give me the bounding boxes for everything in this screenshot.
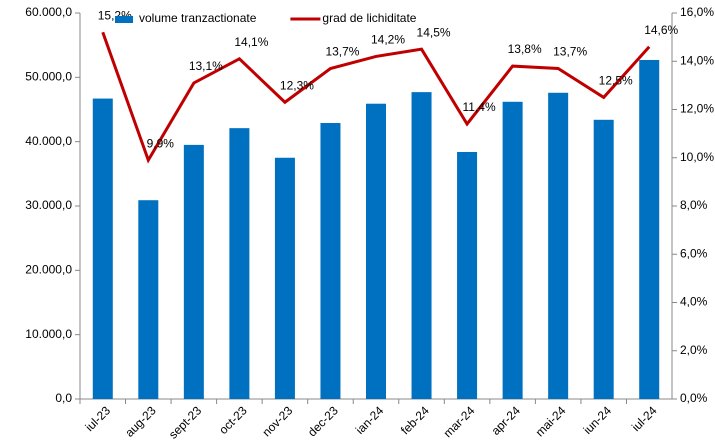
y-tick-label: 30.000,0 — [25, 198, 72, 212]
y2-tick-label: 8,0% — [680, 198, 708, 212]
y-tick-label: 0,0 — [55, 391, 72, 405]
x-tick-label: dec-23 — [305, 403, 341, 439]
bar — [593, 119, 614, 399]
data-label: 9,9% — [147, 136, 175, 150]
x-tick-label: mar-24 — [441, 403, 478, 440]
y2-tick-label: 16,0% — [680, 5, 714, 19]
y2-tick-label: 10,0% — [680, 150, 714, 164]
bar — [274, 157, 295, 399]
x-tick-label: mai-24 — [533, 403, 569, 439]
x-tick-label: iul-24 — [629, 403, 660, 434]
x-tick-label: iun-24 — [581, 403, 615, 437]
x-tick-label: aug-23 — [122, 403, 159, 440]
legend-label: grad de lichiditate — [322, 11, 416, 25]
y2-tick-label: 4,0% — [680, 295, 708, 309]
bar — [502, 101, 523, 399]
y-tick-label: 10.000,0 — [25, 327, 72, 341]
y2-tick-label: 12,0% — [680, 102, 714, 116]
x-tick-label: oct-23 — [216, 403, 250, 437]
data-label: 13,1% — [189, 59, 223, 73]
data-label: 14,5% — [417, 25, 451, 39]
legend-swatch — [115, 16, 133, 23]
x-tick-label: sept-23 — [166, 403, 204, 441]
x-tick-label: iul-23 — [82, 403, 113, 434]
data-label: 14,1% — [234, 35, 268, 49]
bar — [457, 151, 478, 399]
y-tick-label: 40.000,0 — [25, 134, 72, 148]
y2-tick-label: 0,0% — [680, 391, 708, 405]
y-tick-label: 50.000,0 — [25, 70, 72, 84]
bar — [411, 92, 432, 399]
bar — [548, 92, 569, 400]
y2-tick-label: 14,0% — [680, 53, 714, 67]
data-label: 14,2% — [371, 33, 405, 47]
data-label: 12,5% — [599, 74, 633, 88]
bar — [138, 200, 159, 399]
data-label: 13,7% — [325, 45, 359, 59]
data-label: 13,8% — [508, 42, 542, 56]
x-tick-label: apr-24 — [489, 403, 524, 438]
line — [101, 31, 651, 164]
y2-tick-label: 2,0% — [680, 343, 708, 357]
bar — [92, 98, 113, 400]
data-label: 12,3% — [280, 78, 314, 92]
data-label: 13,7% — [553, 45, 587, 59]
data-label: 14,6% — [644, 23, 678, 37]
x-tick-label: ian-24 — [353, 403, 387, 437]
bar — [183, 144, 204, 399]
x-tick-label: feb-24 — [398, 403, 432, 437]
data-label: 11,4% — [463, 100, 496, 114]
bar — [366, 103, 386, 400]
bar — [320, 123, 341, 399]
y2-tick-label: 6,0% — [680, 246, 708, 260]
bar — [229, 128, 250, 399]
bar — [639, 59, 660, 400]
y-tick-label: 60.000,0 — [25, 5, 72, 19]
x-tick-label: nov-23 — [259, 403, 295, 439]
y-tick-label: 20.000,0 — [25, 263, 72, 277]
legend-label: volume tranzactionate — [139, 11, 257, 25]
